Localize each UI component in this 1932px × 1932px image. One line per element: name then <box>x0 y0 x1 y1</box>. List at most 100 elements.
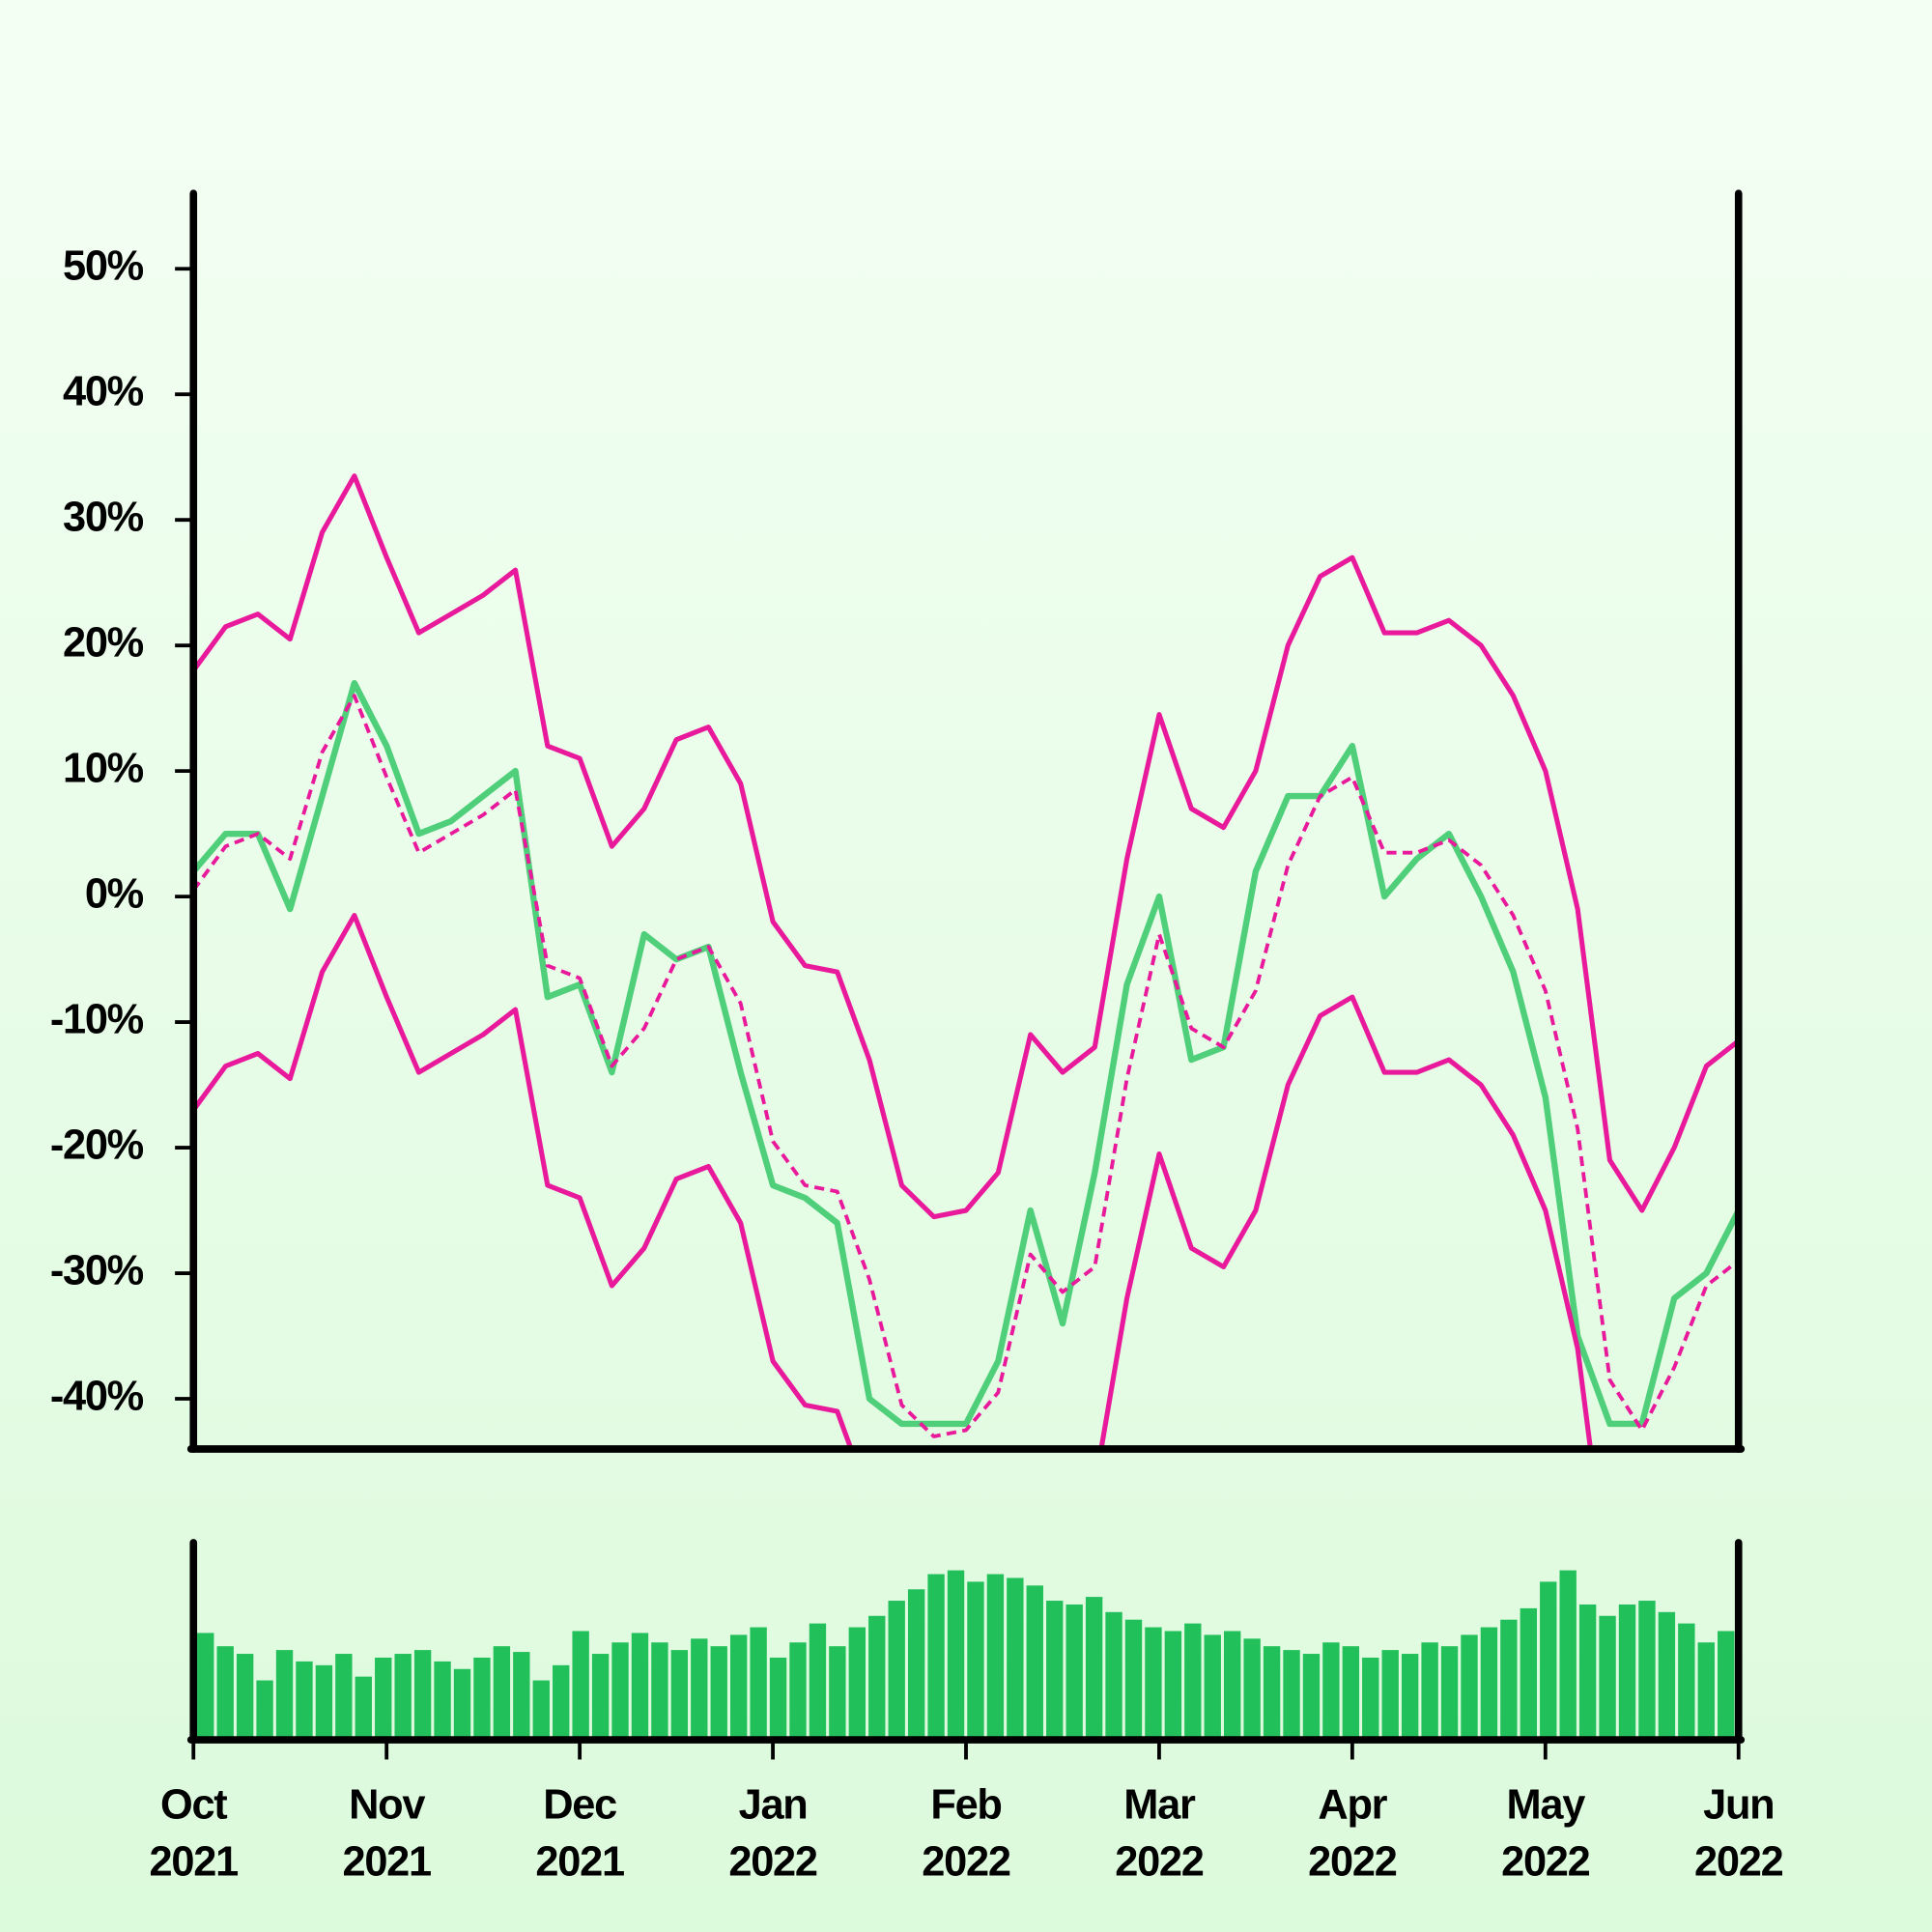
volume-bar <box>296 1661 313 1738</box>
x-tick-label: Jan 2022 <box>728 1782 817 1886</box>
volume-bar <box>1243 1638 1261 1738</box>
volume-bar <box>1461 1634 1478 1738</box>
volume-bar <box>1500 1619 1518 1738</box>
y-tick-label: -20% <box>50 1122 144 1169</box>
volume-bar <box>256 1680 273 1738</box>
series-line <box>193 473 1739 1220</box>
volume-bar <box>1480 1627 1498 1738</box>
volume-bar <box>315 1664 333 1738</box>
volume-bar <box>1302 1654 1321 1738</box>
y-tick-label: 40% <box>63 369 144 415</box>
volume-bar <box>275 1650 294 1738</box>
volume-bar <box>1658 1611 1676 1738</box>
y-tick-label: 50% <box>63 243 144 290</box>
volume-bar <box>572 1631 589 1738</box>
volume-bar <box>967 1581 984 1738</box>
volume-bar <box>1578 1604 1597 1738</box>
volume-bar <box>493 1646 511 1738</box>
y-tick-label: -30% <box>50 1247 144 1293</box>
volume-bar <box>691 1638 708 1738</box>
volume-bar <box>1204 1634 1221 1738</box>
series-line <box>193 913 1594 1449</box>
volume-bar <box>1678 1623 1695 1738</box>
volume-bar <box>789 1642 807 1738</box>
y-tick-label: 30% <box>63 495 144 541</box>
y-tick-label: 20% <box>63 620 144 667</box>
y-tick-label: 10% <box>63 746 144 792</box>
volume-plot <box>197 1570 1735 1738</box>
series-line <box>193 679 1739 1428</box>
volume-bar <box>1124 1619 1143 1738</box>
x-tick-label: Mar 2022 <box>1115 1782 1204 1886</box>
volume-bar <box>553 1664 570 1738</box>
labels: -40% -30% -20% -10% 0% 10% 20% 30% 40% 50% Oct 2021… <box>50 243 1784 1886</box>
volume-bar <box>907 1589 925 1738</box>
volume-bar <box>750 1627 767 1738</box>
volume-bar <box>434 1661 451 1738</box>
volume-bar <box>1599 1615 1616 1738</box>
volume-bar <box>848 1627 867 1738</box>
x-tick-label: May 2022 <box>1501 1782 1590 1886</box>
x-tick-label: Feb 2022 <box>922 1782 1010 1886</box>
volume-bar <box>1718 1631 1735 1738</box>
volume-bar <box>375 1657 392 1738</box>
volume-bar <box>1697 1642 1715 1738</box>
volume-bar <box>197 1633 214 1738</box>
volume-bar <box>1520 1607 1537 1738</box>
y-tick-label: -40% <box>50 1373 144 1419</box>
volume-bar <box>1421 1642 1438 1738</box>
x-tick-label: Nov 2021 <box>343 1782 432 1886</box>
series-line <box>193 694 1739 1438</box>
volume-bar <box>888 1601 905 1738</box>
volume-bar <box>1440 1646 1459 1738</box>
volume-bar <box>1362 1657 1379 1738</box>
volume-bar <box>1085 1597 1103 1738</box>
volume-bar <box>1381 1650 1399 1738</box>
volume-bar <box>1559 1570 1577 1738</box>
volume-bar <box>809 1623 827 1738</box>
axes <box>186 189 1746 1453</box>
volume-bar <box>631 1633 649 1738</box>
volume-bar <box>473 1657 491 1738</box>
volume-bar <box>710 1646 727 1738</box>
x-tick-label: Apr 2022 <box>1308 1782 1397 1886</box>
x-tick-label: Oct 2021 <box>150 1782 239 1886</box>
volume-bar <box>1322 1642 1340 1738</box>
volume-bar <box>1401 1654 1419 1738</box>
volume-bar <box>1342 1646 1360 1738</box>
volume-bar <box>591 1654 610 1738</box>
volume-bar <box>1065 1604 1083 1738</box>
y-tick-label: 0% <box>85 871 144 918</box>
volume-bar <box>729 1634 748 1738</box>
volume-bar <box>651 1642 668 1738</box>
volume-bar <box>1026 1585 1043 1738</box>
volume-bar <box>1540 1581 1557 1738</box>
volume-bar <box>1007 1577 1024 1738</box>
volume-bar <box>868 1615 886 1738</box>
volume-bar <box>947 1570 965 1738</box>
volume-bar <box>413 1650 432 1738</box>
volume-bar <box>1283 1650 1300 1738</box>
volume-bar <box>236 1654 254 1738</box>
volume-bar <box>453 1668 471 1738</box>
volume-bar <box>1046 1601 1064 1738</box>
volume-bar <box>1638 1601 1656 1738</box>
volume-bar <box>1224 1631 1241 1738</box>
volume-bar <box>986 1574 1005 1738</box>
volume-bar <box>355 1676 372 1738</box>
volume-bar <box>1184 1623 1202 1738</box>
price-plot <box>193 473 1739 1449</box>
volume-bar <box>927 1574 945 1738</box>
volume-bar <box>1263 1646 1281 1738</box>
volume-bar <box>829 1646 846 1738</box>
volume-bar <box>532 1680 550 1738</box>
y-tick-label: -10% <box>50 997 144 1043</box>
x-tick-label: Jun 2022 <box>1694 1782 1783 1886</box>
volume-bar <box>769 1657 787 1738</box>
volume-bar <box>611 1642 629 1738</box>
volume-bar <box>394 1654 412 1738</box>
volume-bar <box>513 1652 530 1738</box>
volume-bar <box>1164 1631 1182 1738</box>
volume-bar <box>216 1646 234 1738</box>
